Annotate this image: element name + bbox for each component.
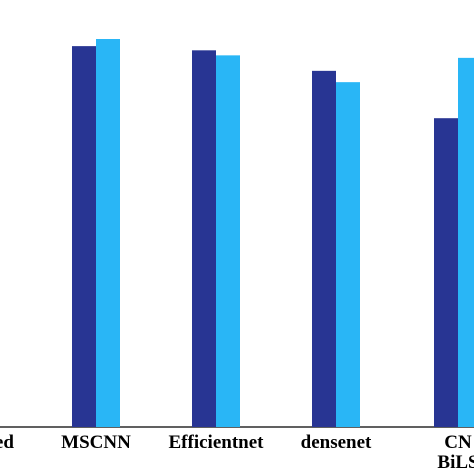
bars-group [72,39,474,428]
bar-cnn-bilstm-series-2 [458,57,474,428]
bar-mscnn-series-1 [72,46,96,428]
bar-densenet-series-1 [312,70,336,427]
bar-cnn-bilstm-series-1 [434,118,458,428]
x-tick-label-efficientnet: Efficientnet [169,432,265,453]
bar-mscnn-series-2 [96,39,120,427]
bar-efficientnet-series-2 [216,55,240,428]
x-tick-label-mscnn: MSCNN [61,432,131,453]
x-tick-label-cnn-bilstm-line-2: BiLS [437,452,474,473]
x-tick-label-densenet: densenet [301,432,372,453]
bar-densenet-series-2 [336,82,360,428]
x-tick-label-cnn-bilstm-line-1: CN [444,432,472,453]
x-tick-label-proposed: ssed [0,432,14,453]
bar-efficientnet-series-1 [192,50,216,427]
